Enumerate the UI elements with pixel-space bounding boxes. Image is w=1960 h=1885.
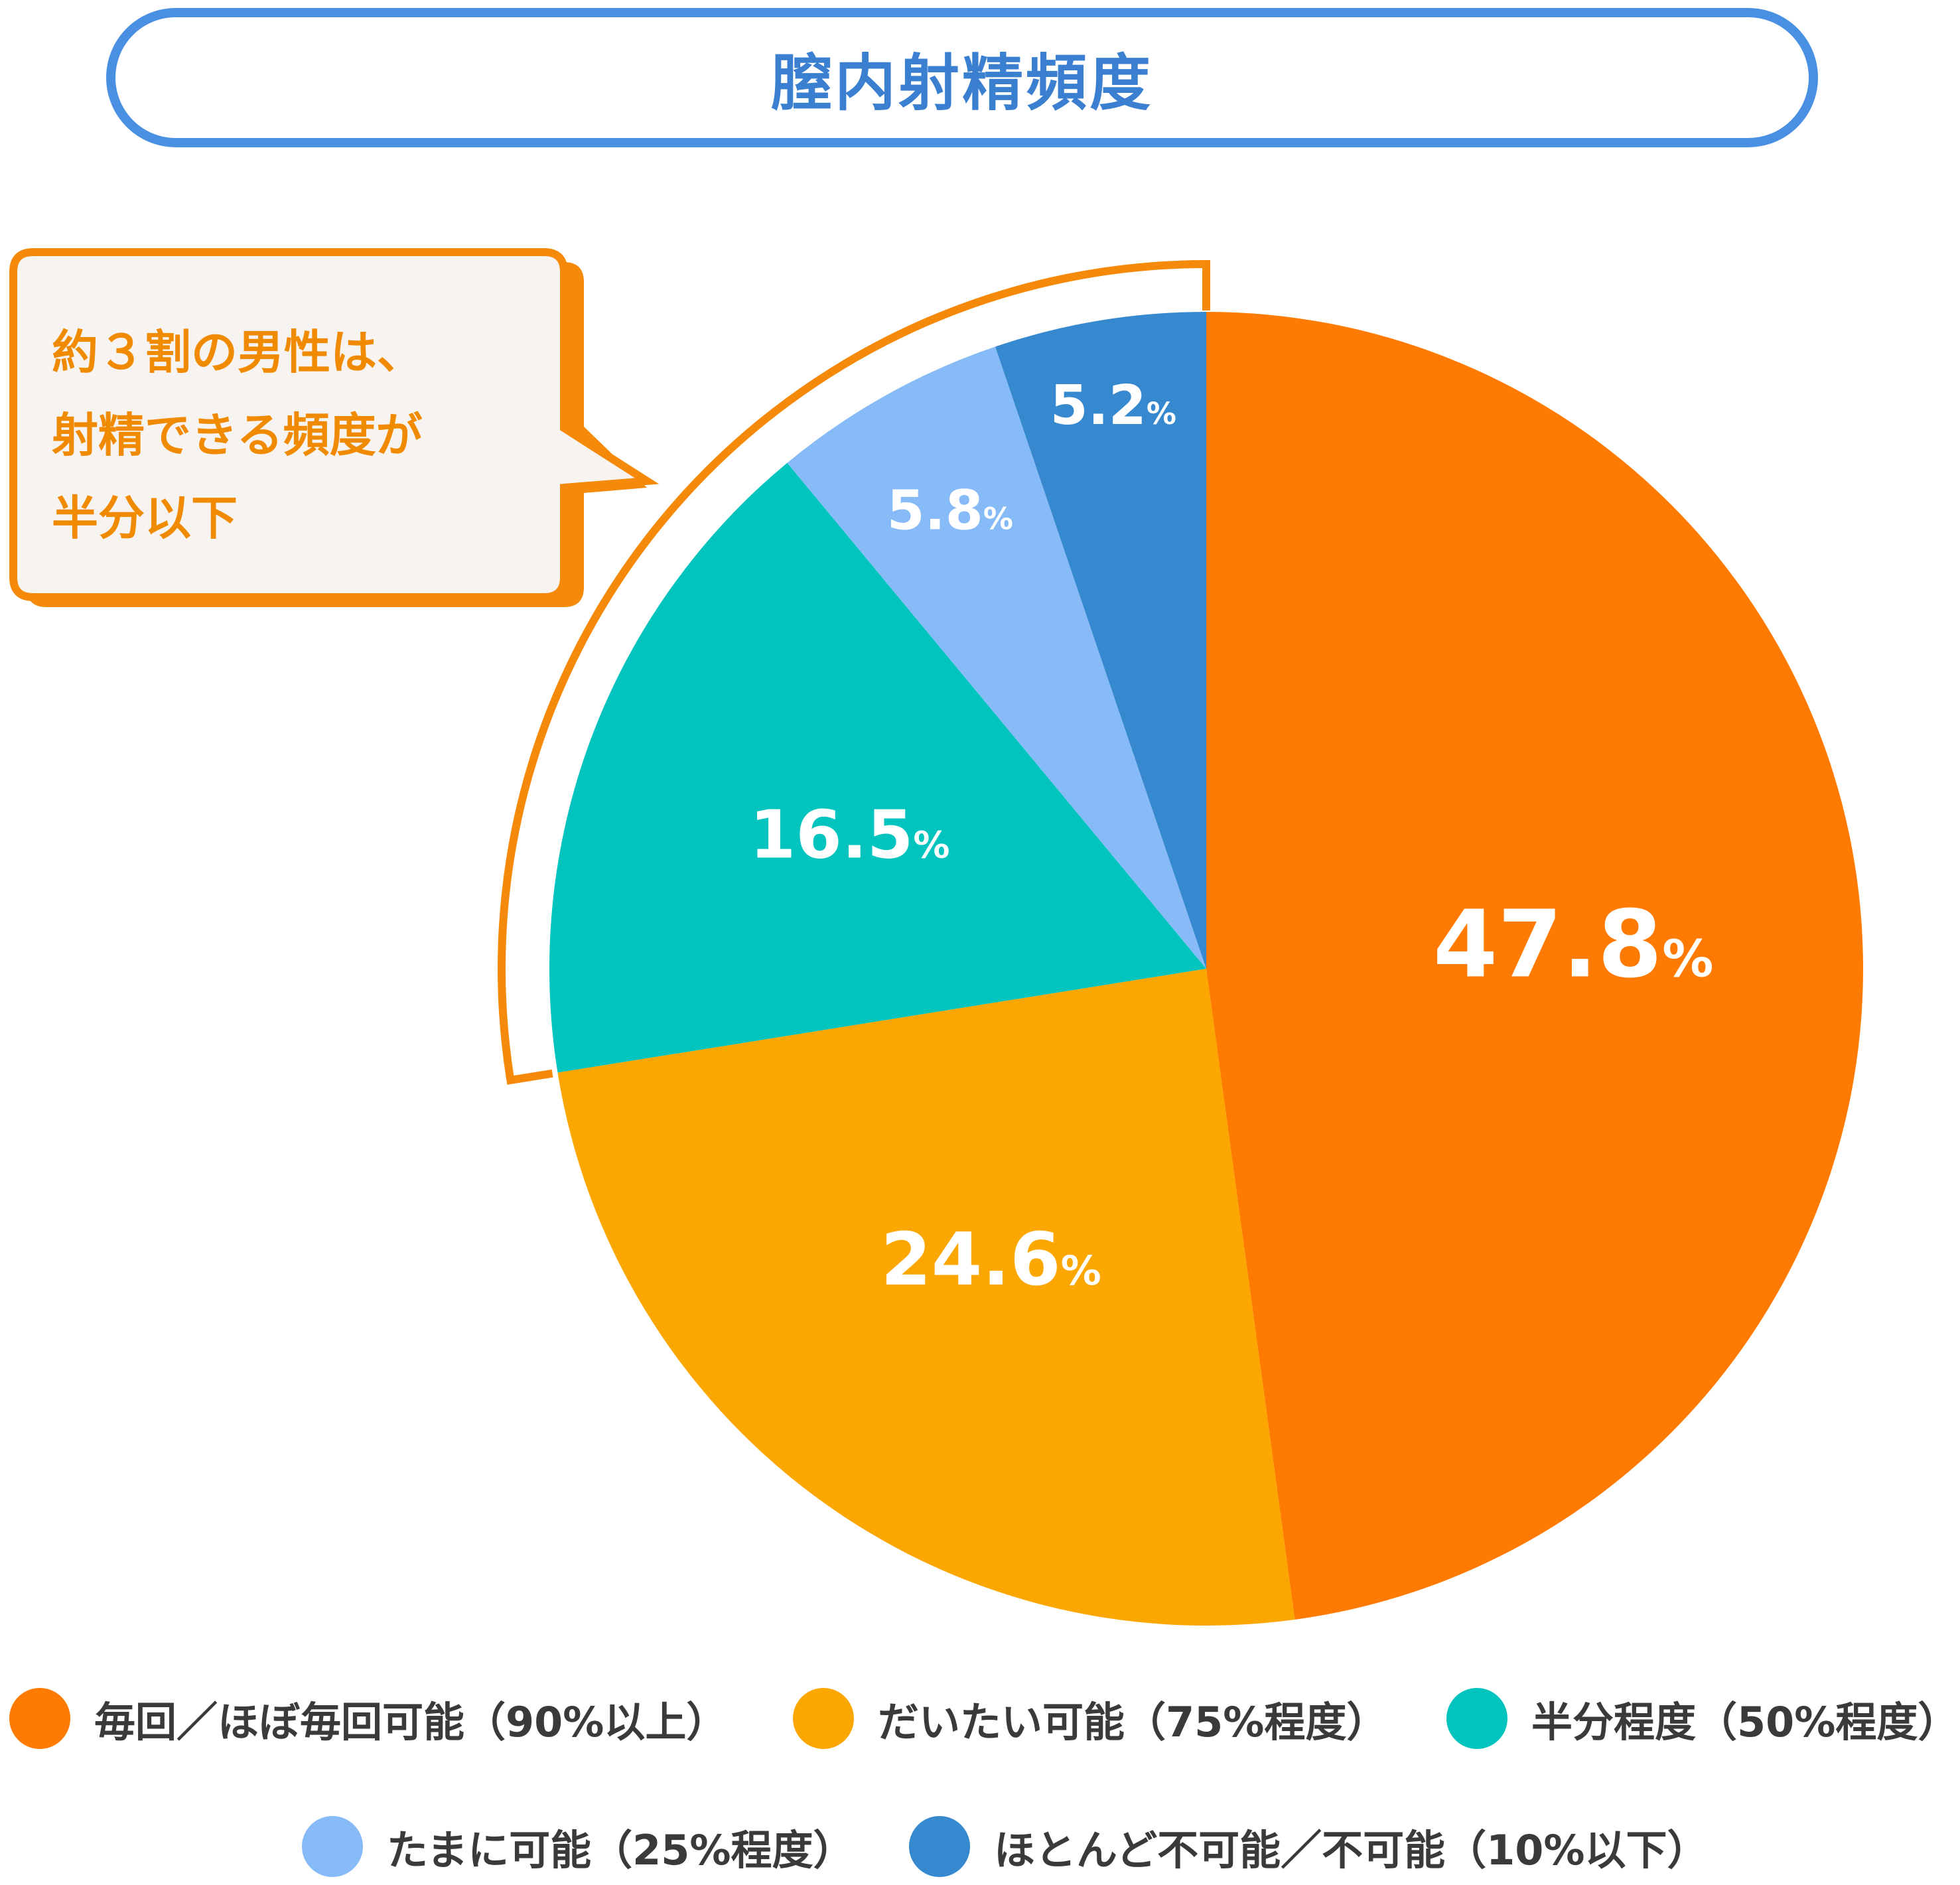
legend-item-4: たまに可能（25%程度） xyxy=(302,1813,855,1880)
slice-label-3: 16.5% xyxy=(750,796,950,874)
legend-swatch-4 xyxy=(302,1816,363,1877)
pie-slice-3 xyxy=(549,462,1206,1073)
pie-slice-5 xyxy=(995,312,1206,969)
pie-slice-labels: 47.8% 24.6% 16.5% 5.8% 5.2% xyxy=(750,374,1714,1302)
pie-slice-1 xyxy=(1206,312,1863,1620)
callout-bubble xyxy=(9,248,660,601)
legend-label-2: だいたい可能（75%程度） xyxy=(878,1698,1388,1746)
legend-swatch-3 xyxy=(1446,1688,1507,1749)
chart-title-box: 膣内射精頻度 xyxy=(106,8,1818,147)
legend-label-4: たまに可能（25%程度） xyxy=(387,1826,855,1874)
legend-label-5: ほとんど不可能／不可能（10%以下） xyxy=(994,1826,1709,1874)
legend-swatch-5 xyxy=(909,1816,970,1877)
legend-label-1: 毎回／ほぼ毎回可能（90%以上） xyxy=(94,1698,728,1746)
pie-slices xyxy=(549,312,1863,1626)
legend-item-3: 半分程度（50%程度） xyxy=(1446,1685,1959,1752)
legend-label-3: 半分程度（50%程度） xyxy=(1531,1698,1959,1746)
legend-swatch-2 xyxy=(793,1688,854,1749)
chart-title: 膣内射精頻度 xyxy=(770,47,1153,119)
slice-label-1: 47.8% xyxy=(1433,891,1714,999)
pie-slice-4 xyxy=(787,346,1206,969)
callout: 約３割の男性は、 射精できる頻度が 半分以下 xyxy=(9,248,660,607)
legend-item-1: 毎回／ほぼ毎回可能（90%以上） xyxy=(9,1685,727,1752)
slice-label-4: 5.8% xyxy=(887,479,1013,542)
callout-line-2: 射精できる頻度が xyxy=(52,408,423,462)
legend-item-2: だいたい可能（75%程度） xyxy=(793,1685,1387,1752)
pie-slice-2 xyxy=(557,969,1295,1626)
legend-swatch-1 xyxy=(9,1688,70,1749)
legend-item-5: ほとんど不可能／不可能（10%以下） xyxy=(909,1813,1709,1880)
highlight-outline xyxy=(498,259,1210,1085)
callout-line-3: 半分以下 xyxy=(52,491,238,545)
callout-line-1: 約３割の男性は、 xyxy=(52,325,423,380)
slice-label-5: 5.2% xyxy=(1050,374,1176,437)
slice-label-2: 24.6% xyxy=(880,1217,1101,1302)
